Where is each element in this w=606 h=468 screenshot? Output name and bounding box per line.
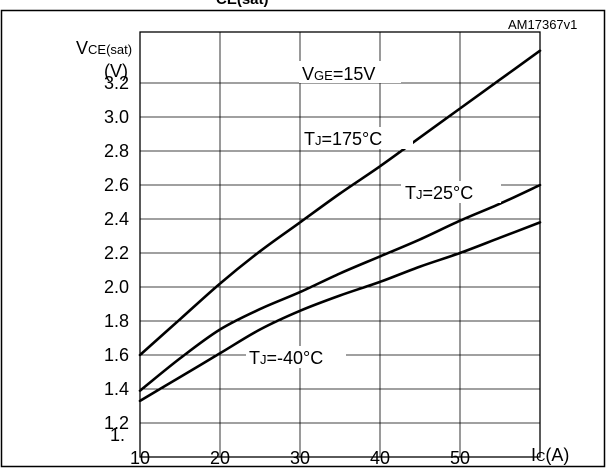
- condition-rest: =15V: [333, 64, 376, 84]
- series-line-25: [138, 183, 542, 392]
- y-tick-label-2-4: 2.4: [104, 209, 129, 229]
- series-label-25-sub: J: [416, 187, 423, 202]
- series-label-m40-main: T: [249, 348, 260, 368]
- y-tick-label-1-4: 1.4: [104, 379, 129, 399]
- x-tick-label-10: 10: [130, 448, 150, 468]
- series-label-m40-sub: J: [260, 352, 267, 367]
- y-axis-label: VCE(sat): [76, 38, 132, 58]
- y-tick-label-1-2: 1.2: [104, 413, 129, 433]
- y-tick-label-2-8: 2.8: [104, 141, 129, 161]
- series-label-175-main: T: [304, 129, 315, 149]
- series-layer: [138, 49, 542, 403]
- x-tick-label-50: 50: [450, 448, 470, 468]
- series-line-175: [138, 49, 542, 357]
- series-label-25-bg: [401, 181, 501, 203]
- y-tick-label-1-8: 1.8: [104, 311, 129, 331]
- x-axis-label: IC(A): [531, 445, 569, 465]
- series-label-25: TJ=25°C: [405, 183, 473, 203]
- series-label-175-sub: J: [315, 133, 322, 148]
- y-tick-label-bottom: 1.: [110, 425, 125, 445]
- condition-main: V: [302, 64, 314, 84]
- plot-area: [138, 31, 542, 458]
- series-line-m40: [138, 221, 542, 403]
- figure-frame: [0, 9, 606, 468]
- condition-label-bg: [299, 61, 401, 83]
- y-axis-unit: (V): [104, 61, 128, 81]
- y-axis-ticks: 1.2 1.4 1.6 1.8 2.0 2.2 2.4 2.6 2.8 3.0 3.2: [104, 73, 129, 433]
- series-label-175-bg: [301, 127, 413, 149]
- series-label-175-rest: =175°C: [322, 129, 383, 149]
- y-tick-label-2-2: 2.2: [104, 243, 129, 263]
- y-axis-label-main: V: [76, 38, 88, 58]
- cropped-caption-fragment: CE(sat): [216, 0, 269, 8]
- condition-sub: GE: [314, 68, 333, 83]
- y-axis-label-sub: CE(sat): [88, 42, 132, 57]
- x-tick-label-30: 30: [290, 448, 310, 468]
- series-label-25-rest: =25°C: [423, 183, 474, 203]
- y-tick-label-2: 2.0: [104, 277, 129, 297]
- x-axis-label-main: I: [531, 445, 536, 465]
- series-label-175: TJ=175°C: [304, 129, 382, 149]
- y-tick-label-3: 3.0: [104, 107, 129, 127]
- x-axis-ticks: 10 20 30 40 50: [130, 448, 470, 468]
- figure-code: AM17367v1: [508, 17, 577, 32]
- y-tick-label-1-6: 1.6: [104, 345, 129, 365]
- plot-background: [140, 32, 540, 457]
- x-tick-label-20: 20: [210, 448, 230, 468]
- y-tick-label-2-6: 2.6: [104, 175, 129, 195]
- series-label-25-main: T: [405, 183, 416, 203]
- plot-border: [139, 31, 541, 458]
- y-tick-label-3-2: 3.2: [104, 73, 129, 93]
- grid-horizontal: [140, 82, 540, 424]
- x-axis-label-sub: C: [536, 449, 545, 464]
- condition-label: VGE=15V: [302, 64, 375, 84]
- x-tick-label-40: 40: [370, 448, 390, 468]
- series-label-m40: TJ=-40°C: [249, 348, 323, 368]
- x-axis-label-unit: (A): [545, 445, 569, 465]
- series-label-m40-rest: =-40°C: [267, 348, 324, 368]
- series-label-m40-bg: [246, 346, 346, 368]
